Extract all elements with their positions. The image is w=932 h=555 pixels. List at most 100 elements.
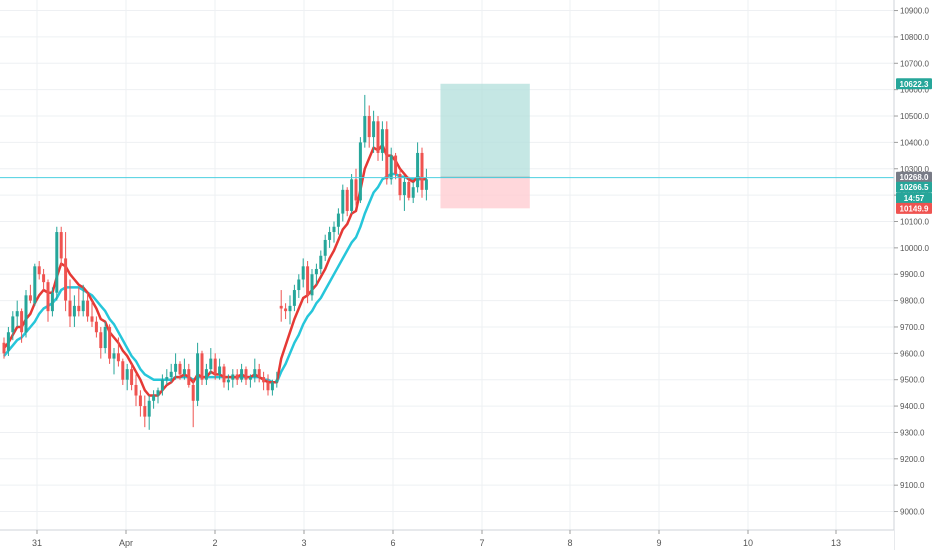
long-position-tool[interactable]	[440, 83, 530, 209]
y-tick-label: 9600.0	[900, 349, 925, 358]
candle	[86, 292, 90, 322]
candle	[152, 390, 156, 409]
candle	[218, 358, 222, 380]
candle	[398, 168, 402, 201]
price-axis-bg[interactable]	[894, 0, 932, 550]
candle	[28, 284, 32, 304]
candle	[306, 261, 310, 304]
candle	[407, 176, 411, 201]
candle	[81, 284, 85, 317]
x-tick-label: 8	[567, 538, 572, 548]
loss-zone[interactable]	[440, 177, 530, 209]
candle	[138, 390, 142, 417]
candle	[240, 363, 244, 383]
y-tick-label: 10500.0	[900, 112, 929, 121]
candle	[143, 395, 147, 428]
candle	[108, 324, 112, 364]
candle	[200, 350, 204, 385]
candle	[372, 110, 376, 153]
y-tick-label: 9500.0	[900, 376, 925, 385]
candle	[37, 261, 41, 280]
candle	[385, 121, 389, 185]
y-tick-label: 10400.0	[900, 138, 929, 147]
candle	[103, 321, 107, 354]
candle	[11, 311, 15, 341]
candle	[213, 353, 217, 380]
candle	[284, 303, 288, 320]
candle	[196, 342, 200, 407]
x-tick-label: 3	[301, 538, 306, 548]
candle	[121, 358, 125, 385]
candle	[420, 147, 424, 198]
candle	[411, 181, 415, 204]
svg-text:10268.0: 10268.0	[900, 173, 929, 182]
candle	[416, 142, 420, 193]
candle	[125, 363, 129, 391]
candle	[24, 290, 28, 338]
candle	[46, 279, 50, 322]
candle	[297, 274, 301, 298]
candle	[99, 326, 103, 359]
candle	[262, 371, 266, 391]
candle	[42, 268, 46, 291]
candle	[248, 374, 252, 388]
candle	[160, 374, 164, 396]
x-tick-label: 10	[743, 538, 753, 548]
candle	[354, 168, 358, 206]
candle	[77, 287, 81, 317]
candle	[376, 116, 380, 161]
candle	[279, 290, 283, 322]
svg-text:10622.3: 10622.3	[900, 80, 929, 89]
candle	[363, 94, 367, 148]
candle	[402, 176, 406, 211]
candle	[165, 369, 169, 385]
candle	[112, 348, 116, 375]
candle	[94, 316, 98, 338]
entry-price-tag: 10268.0	[896, 171, 932, 183]
candle	[72, 295, 76, 327]
candle	[182, 358, 186, 380]
candle	[328, 226, 332, 248]
svg-text:10266.5: 10266.5	[900, 183, 929, 192]
y-tick-label: 10000.0	[900, 244, 929, 253]
time-axis-bg[interactable]	[0, 530, 894, 550]
candle	[191, 379, 195, 428]
candle	[292, 284, 296, 312]
x-tick-label: 7	[479, 538, 484, 548]
candle	[253, 358, 257, 383]
candle	[257, 363, 261, 383]
candle	[222, 363, 226, 388]
stop-price-tag: 10149.9	[896, 202, 932, 214]
candle	[301, 258, 305, 288]
y-tick-label: 10900.0	[900, 7, 929, 16]
y-tick-label: 10300.0	[900, 165, 929, 174]
candle	[345, 187, 349, 217]
candle	[50, 287, 54, 317]
candle	[226, 374, 230, 391]
candle	[64, 232, 68, 312]
candle	[147, 395, 151, 430]
candle	[55, 226, 59, 301]
x-tick-label: 6	[390, 538, 395, 548]
candle	[116, 337, 120, 367]
x-tick-label: 2	[212, 538, 217, 548]
bar-countdown-tag: 14:57	[896, 192, 932, 204]
candle	[235, 369, 239, 385]
candle	[319, 250, 323, 275]
candle	[358, 137, 362, 204]
x-tick-label: Apr	[119, 538, 133, 548]
candle	[187, 363, 191, 388]
y-tick-label: 9100.0	[900, 481, 925, 490]
candle	[174, 353, 178, 380]
profit-zone[interactable]	[440, 83, 530, 178]
candle	[130, 363, 134, 391]
y-tick-label: 9000.0	[900, 508, 925, 517]
candle	[266, 374, 270, 396]
y-tick-label: 9200.0	[900, 455, 925, 464]
candle	[59, 226, 63, 267]
candle	[270, 379, 274, 396]
candle	[389, 147, 393, 185]
